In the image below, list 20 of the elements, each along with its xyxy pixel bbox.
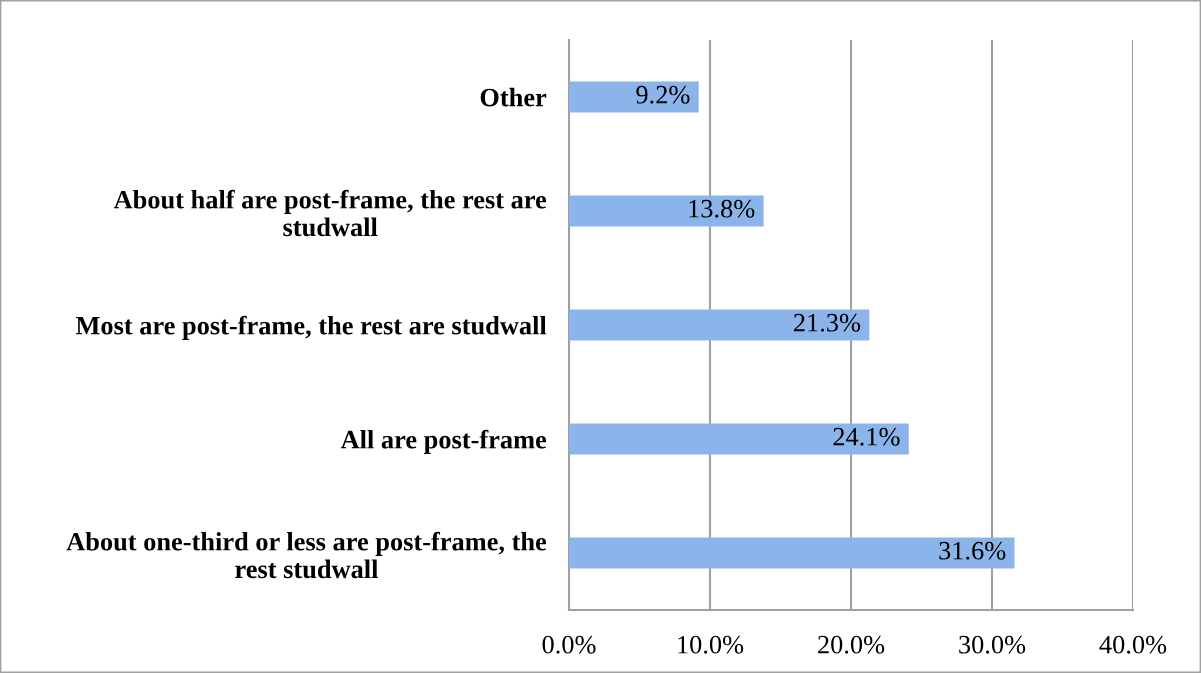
y-tick-label: About half are post-frame, the rest are studwall — [113, 189, 547, 237]
x-tick-label: 30.0% — [959, 635, 1026, 654]
x-tick-label: 0.0% — [542, 635, 596, 654]
bar — [569, 195, 764, 227]
y-tick-label: About one-third or less are post-frame, the rest studwall — [66, 531, 547, 579]
data-label: 24.1% — [833, 427, 900, 446]
y-tick-label: Most are post-frame, the rest are studwall — [75, 315, 547, 340]
x-tick-label: 10.0% — [678, 635, 744, 654]
bar — [569, 423, 909, 455]
data-label: 13.8% — [689, 199, 755, 218]
x-tick-label: 20.0% — [818, 635, 885, 654]
bar — [569, 81, 699, 113]
data-label: 21.3% — [793, 313, 861, 332]
y-tick-label: All are post-frame — [340, 429, 547, 454]
bar — [569, 537, 1015, 569]
y-tick-label: Other — [480, 87, 547, 107]
data-label: 9.2% — [636, 85, 690, 104]
bar — [569, 309, 870, 341]
data-label: 31.6% — [939, 541, 1006, 560]
x-tick-label: 40.0% — [1099, 635, 1167, 654]
